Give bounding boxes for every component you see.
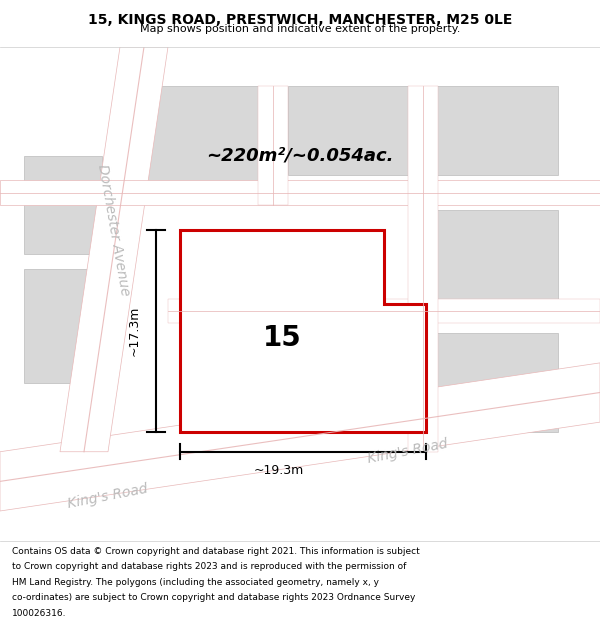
Text: HM Land Registry. The polygons (including the associated geometry, namely x, y: HM Land Registry. The polygons (includin… — [12, 578, 379, 587]
Polygon shape — [288, 86, 408, 175]
Text: co-ordinates) are subject to Crown copyright and database rights 2023 Ordnance S: co-ordinates) are subject to Crown copyr… — [12, 593, 415, 602]
Text: 100026316.: 100026316. — [12, 609, 67, 618]
Text: Contains OS data © Crown copyright and database right 2021. This information is : Contains OS data © Crown copyright and d… — [12, 546, 420, 556]
Polygon shape — [426, 210, 558, 309]
Text: to Crown copyright and database rights 2023 and is reproduced with the permissio: to Crown copyright and database rights 2… — [12, 562, 406, 571]
Text: ~19.3m: ~19.3m — [254, 464, 304, 477]
Text: King's Road: King's Road — [367, 437, 449, 466]
Polygon shape — [24, 269, 102, 382]
Text: 15, KINGS ROAD, PRESTWICH, MANCHESTER, M25 0LE: 15, KINGS ROAD, PRESTWICH, MANCHESTER, M… — [88, 13, 512, 27]
Text: King's Road: King's Road — [67, 481, 149, 511]
Text: ~17.3m: ~17.3m — [128, 306, 141, 356]
Text: ~220m²/~0.054ac.: ~220m²/~0.054ac. — [206, 146, 394, 164]
Text: Map shows position and indicative extent of the property.: Map shows position and indicative extent… — [140, 24, 460, 34]
Polygon shape — [60, 47, 168, 452]
Polygon shape — [24, 156, 102, 254]
Text: 15: 15 — [263, 324, 301, 352]
Text: Dorchester Avenue: Dorchester Avenue — [95, 162, 133, 296]
Polygon shape — [132, 86, 270, 195]
Polygon shape — [426, 333, 558, 432]
Polygon shape — [180, 229, 426, 432]
Polygon shape — [426, 86, 558, 175]
Polygon shape — [0, 363, 600, 511]
